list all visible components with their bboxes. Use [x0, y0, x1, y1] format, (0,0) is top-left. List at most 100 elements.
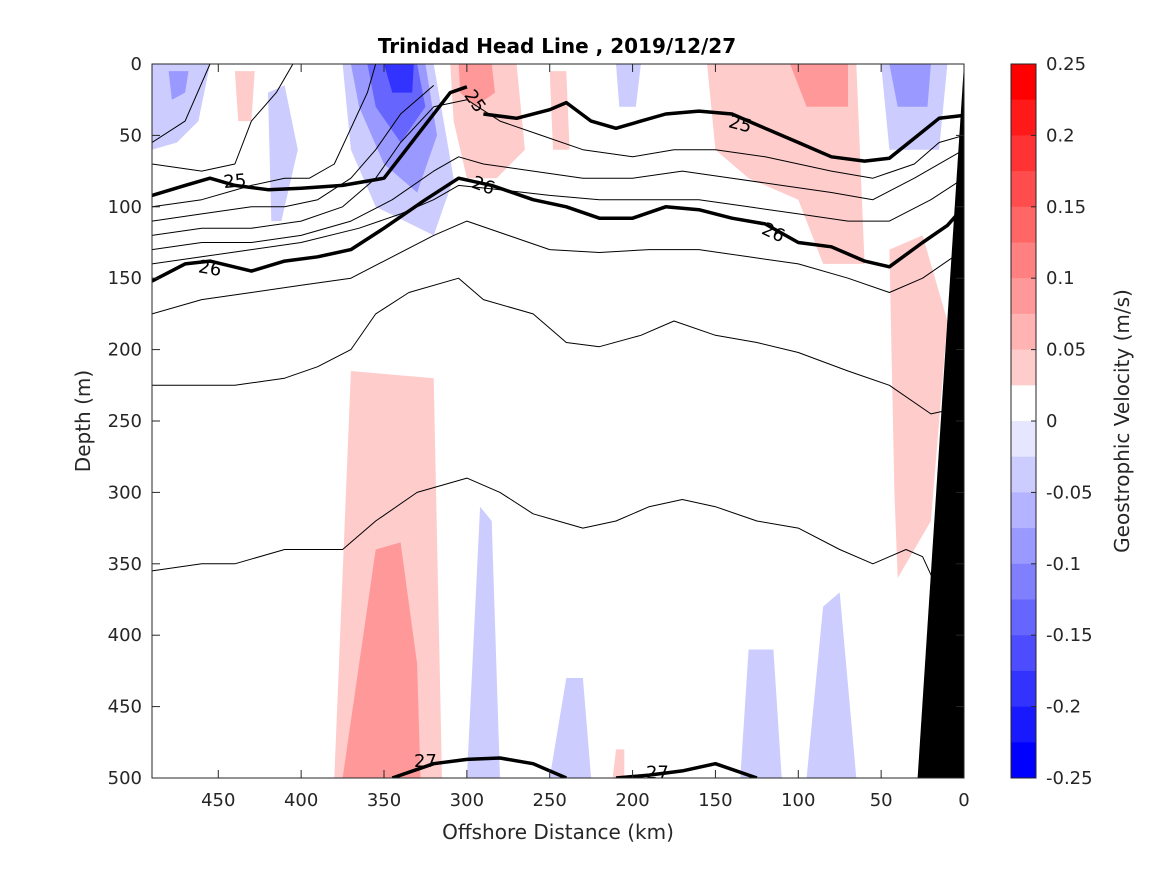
x-tick-label: 150 — [698, 790, 732, 811]
density-contour-line — [152, 64, 211, 143]
colorbar-label: Geostrophic Velocity (m/s) — [1110, 289, 1134, 553]
colorbar-bin — [1011, 64, 1036, 101]
velocity-patch — [806, 592, 857, 778]
density-contour-line — [152, 64, 377, 208]
x-tick-label: 50 — [870, 790, 893, 811]
x-tick-label: 200 — [615, 790, 649, 811]
velocity-patch — [466, 506, 500, 778]
colorbar-tick-label: -0.25 — [1046, 768, 1093, 789]
x-tick-label: 400 — [284, 790, 318, 811]
x-tick-label: 100 — [781, 790, 815, 811]
colorbar-ticks: 0.25 0.2 0.15 0.1 0.05 0 -0.05 -0.1 -0.15 -0.2 -0.… — [1031, 54, 1093, 789]
colorbar-bin — [1011, 421, 1036, 458]
y-tick-label: 50 — [119, 125, 142, 146]
y-tick-label: 0 — [131, 54, 142, 75]
colorbar-bin — [1011, 278, 1036, 315]
velocity-patch — [889, 235, 948, 579]
velocity-patch — [168, 71, 189, 100]
velocity-patch — [707, 64, 865, 264]
labeled-contour-layer — [152, 85, 964, 778]
labeled-contour-line — [391, 756, 567, 778]
velocity-patch — [268, 85, 298, 222]
density-contour-line — [152, 477, 940, 593]
colorbar-tick-label: -0.05 — [1046, 482, 1093, 503]
velocity-patch — [612, 749, 625, 778]
x-tick-label: 300 — [450, 790, 484, 811]
velocity-patch — [234, 71, 255, 122]
contour-label-text: 27 — [414, 751, 437, 772]
velocity-patch — [152, 64, 210, 150]
x-tick-label: 350 — [367, 790, 401, 811]
colorbar-tick-label: 0.25 — [1046, 54, 1086, 75]
colorbar-tick-label: 0 — [1046, 411, 1057, 432]
density-contour-line — [152, 177, 964, 265]
chart-title: Trinidad Head Line , 2019/12/27 — [378, 34, 736, 58]
contour-label: 27 — [414, 751, 437, 772]
y-tick-label: 150 — [108, 268, 142, 289]
y-tick-label: 350 — [108, 554, 142, 575]
x-axis-label: Offshore Distance (km) — [442, 820, 674, 844]
bathymetry-fill — [917, 64, 964, 778]
y-tick-label: 100 — [108, 197, 142, 218]
contour-label: 26 — [197, 256, 223, 281]
y-tick-label: 250 — [108, 411, 142, 432]
labeled-contour-line — [152, 176, 964, 283]
colorbar-bin — [1011, 171, 1036, 208]
bathymetry-layer — [917, 64, 964, 778]
labeled-contour-line — [152, 85, 468, 198]
velocity-fill-layer — [152, 64, 948, 778]
colorbar-bin — [1011, 99, 1036, 136]
colorbar-tick-label: 0.05 — [1046, 340, 1086, 361]
density-contour-line — [152, 85, 435, 222]
velocity-patch — [549, 71, 570, 150]
colorbar-tick-label: -0.1 — [1046, 554, 1081, 575]
x-axis-ticks: 450 400 350 300 250 200 150 100 50 0 — [201, 64, 970, 811]
colorbar-bin — [1011, 563, 1036, 600]
labeled-contour-line — [483, 100, 964, 163]
colorbar-bin — [1011, 206, 1036, 243]
colorbar-bin — [1011, 242, 1036, 279]
y-tick-label: 400 — [108, 625, 142, 646]
colorbar-bin — [1011, 135, 1036, 172]
velocity-patch — [549, 678, 592, 778]
contour-label-text: 26 — [197, 256, 223, 281]
contour-label-text: 27 — [646, 762, 669, 783]
colorbar-tick-label: 0.15 — [1046, 197, 1086, 218]
contour-label-text: 25 — [223, 170, 248, 193]
colorbar-bin — [1011, 599, 1036, 636]
x-tick-label: 450 — [201, 790, 235, 811]
x-tick-label: 0 — [958, 790, 969, 811]
colorbar-tick-label: 0.2 — [1046, 125, 1075, 146]
velocity-patch — [740, 649, 782, 778]
colorbar-bin — [1011, 706, 1036, 743]
colorbar-bin — [1011, 385, 1036, 422]
velocity-patch — [342, 542, 421, 778]
y-tick-label: 300 — [108, 482, 142, 503]
velocity-patch — [616, 64, 641, 107]
density-contour-line — [152, 99, 964, 236]
y-axis-label: Depth (m) — [71, 370, 95, 472]
contour-label: 25 — [223, 170, 248, 193]
colorbar-bin — [1011, 528, 1036, 565]
y-tick-label: 500 — [108, 768, 142, 789]
colorbar-bin — [1011, 313, 1036, 351]
density-contour-line — [152, 64, 294, 172]
colorbar-bin — [1011, 492, 1036, 529]
x-tick-label: 250 — [533, 790, 567, 811]
labeled-contour-line — [615, 761, 758, 778]
colorbar-tick-label: -0.2 — [1046, 697, 1081, 718]
colorbar-bin — [1011, 456, 1036, 493]
colorbar-bin — [1011, 670, 1036, 708]
density-contour-line — [152, 149, 964, 251]
density-contour-line — [152, 220, 964, 315]
colorbar-bin — [1011, 635, 1036, 672]
density-contour-line — [152, 277, 964, 415]
density-contour-layer — [152, 64, 964, 593]
colorbar-tick-label: -0.15 — [1046, 625, 1093, 646]
contour-label: 27 — [646, 762, 669, 783]
velocity-patch — [384, 64, 414, 93]
y-tick-label: 200 — [108, 340, 142, 361]
colorbar-bin — [1011, 742, 1036, 779]
